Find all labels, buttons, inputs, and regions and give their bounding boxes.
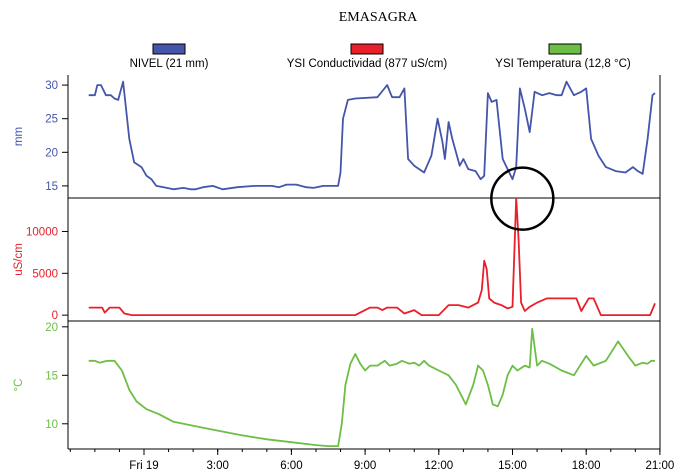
x-tick-label: 3:00	[207, 460, 229, 472]
chart-title: EMASAGRA	[339, 10, 418, 25]
plot-frame	[67, 75, 661, 450]
series-line-nivel	[88, 80, 656, 191]
y-tick-label-conductividad: 10000	[26, 226, 58, 238]
x-tick-label: 21:00	[646, 460, 674, 472]
annotation-layer	[490, 166, 555, 231]
y-tick-label-nivel: 20	[45, 147, 58, 159]
y-tick-label-temperatura: 20	[45, 322, 58, 334]
legend-label-nivel: NIVEL (21 mm)	[130, 58, 209, 70]
x-tick-label: 6:00	[280, 460, 302, 472]
y-tick-label-conductividad: 0	[52, 310, 58, 322]
legend: NIVEL (21 mm) YSI Conductividad (877 uS/…	[130, 43, 631, 70]
y-axis-label-nivel: mm	[13, 127, 25, 146]
highlight-circle	[490, 166, 555, 231]
y-tick-label-temperatura: 15	[45, 370, 58, 382]
series-line-conductividad	[88, 197, 656, 317]
panel-nivel: 15 20 25 30 mm	[13, 80, 656, 193]
legend-item-temperatura: YSI Temperatura (12,8 °C)	[495, 43, 631, 70]
legend-item-nivel: NIVEL (21 mm)	[130, 43, 209, 70]
y-tick-label-nivel: 15	[45, 181, 58, 193]
x-axis: Fri 19 3:00 6:00 9:00 12:00 15:00 18:00 21:00	[69, 449, 674, 472]
legend-swatch-nivel	[152, 43, 186, 55]
legend-label-temperatura: YSI Temperatura (12,8 °C)	[495, 58, 631, 70]
legend-swatch-conductividad	[350, 43, 384, 55]
x-tick-label: 9:00	[354, 460, 376, 472]
x-tick-label: 12:00	[424, 460, 453, 472]
series-line-temperatura	[88, 327, 655, 448]
y-tick-label-nivel: 30	[45, 80, 58, 92]
x-tick-label: Fri 19	[129, 460, 158, 472]
x-tick-label: 18:00	[572, 460, 601, 472]
legend-label-conductividad: YSI Conductividad (877 uS/cm)	[287, 58, 448, 70]
y-tick-label-nivel: 25	[45, 114, 58, 126]
y-axis-label-temperatura: °C	[13, 379, 25, 392]
y-tick-label-conductividad: 5000	[32, 268, 58, 280]
x-tick-label: 15:00	[498, 460, 527, 472]
y-axis-label-conductividad: uS/cm	[13, 243, 25, 276]
y-tick-label-temperatura: 10	[45, 419, 58, 431]
legend-swatch-temperatura	[548, 43, 582, 55]
legend-item-conductividad: YSI Conductividad (877 uS/cm)	[287, 43, 448, 70]
panel-temperatura: 10 15 20 °C	[13, 322, 655, 448]
